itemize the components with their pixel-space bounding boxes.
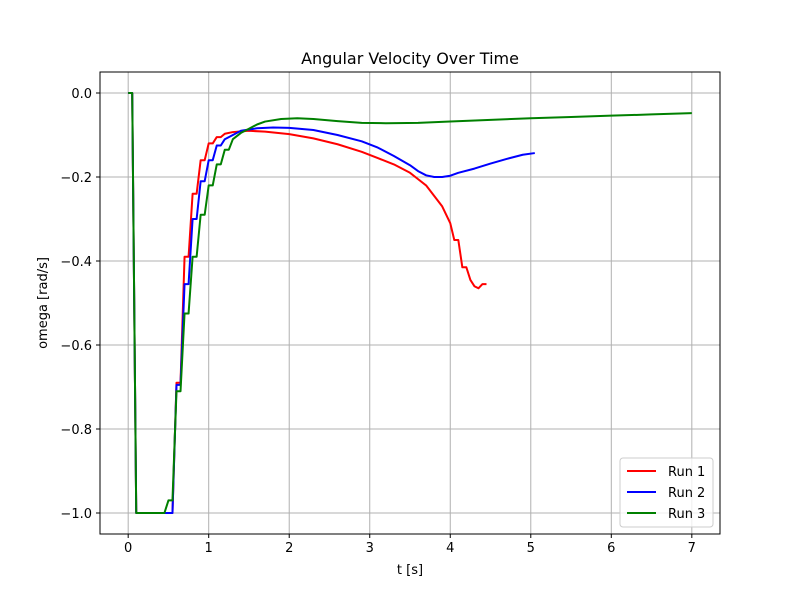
series-line-run-1: [128, 92, 487, 514]
legend-label-run-2: Run 2: [668, 486, 705, 501]
x-tick-label: 7: [688, 541, 696, 556]
x-tick-label: 3: [366, 541, 374, 556]
y-tick-label: −0.6: [60, 339, 92, 354]
legend-label-run-3: Run 3: [668, 507, 705, 522]
y-tick-label: −1.0: [60, 507, 92, 522]
x-tick-label: 1: [205, 541, 213, 556]
plot-area: [100, 72, 720, 534]
y-tick-label: 0.0: [71, 87, 92, 102]
y-tick-label: −0.2: [60, 171, 92, 186]
plot-frame: [99, 71, 721, 535]
chart-title: Angular Velocity Over Time: [301, 49, 519, 68]
legend-box: [619, 457, 714, 528]
x-tick-label: 6: [607, 541, 615, 556]
x-tick-label: 2: [285, 541, 293, 556]
x-tick-label: 0: [124, 541, 132, 556]
x-axis-label: t [s]: [397, 563, 423, 578]
y-tick-label: −0.8: [60, 423, 92, 438]
grid: [100, 72, 720, 534]
legend: Run 1 Run 2 Run 3: [619, 457, 714, 528]
series-line-run-3: [128, 92, 692, 514]
series-lines: [128, 92, 692, 514]
axis-ticks: 0 1 2 3 4 5 6 7 0.0 −0.2 −0.4 −0.6 −0.8 −1.0: [60, 87, 696, 556]
x-tick-label: 5: [527, 541, 535, 556]
y-axis-label: omega [rad/s]: [36, 257, 51, 349]
x-tick-label: 4: [446, 541, 454, 556]
y-tick-label: −0.4: [60, 255, 92, 270]
series-line-run-2: [128, 92, 535, 514]
legend-label-run-1: Run 1: [668, 465, 705, 480]
